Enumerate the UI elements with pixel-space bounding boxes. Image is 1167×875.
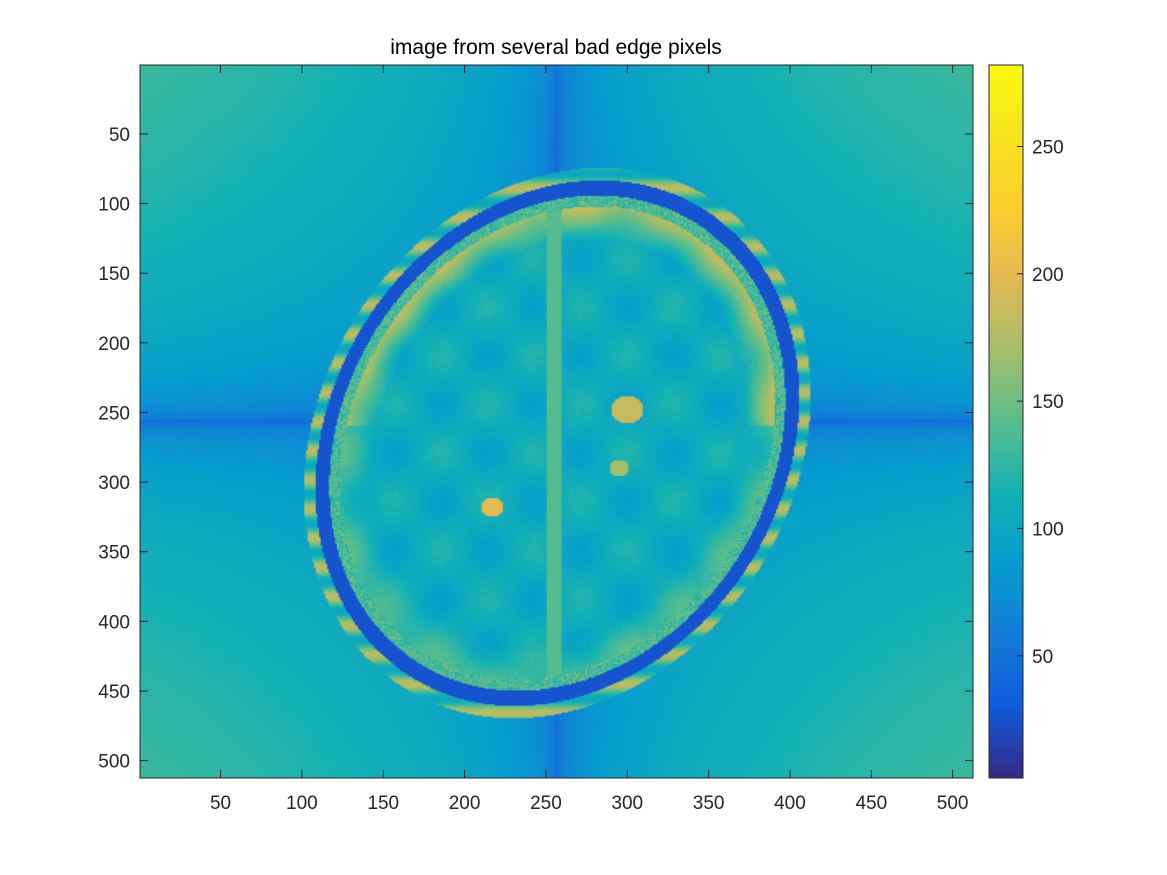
y-tick-label: 50 <box>109 125 130 146</box>
y-tick-label: 100 <box>98 195 130 216</box>
x-tick-label: 150 <box>367 793 399 814</box>
y-tick-label: 150 <box>98 264 130 285</box>
y-axis: 50 100 150 200 250 300 350 400 450 500 <box>98 125 973 773</box>
colorbar-tick-label: 200 <box>1032 265 1064 286</box>
y-tick-label: 450 <box>98 682 130 703</box>
y-tick-label: 250 <box>98 403 130 424</box>
x-tick-label: 400 <box>774 793 806 814</box>
image-plot[interactable]: 50 100 150 200 250 300 350 400 450 500 50 100 150 20… <box>98 64 974 814</box>
heatmap-image <box>140 65 973 778</box>
chart-title: image from several bad edge pixels <box>390 36 722 59</box>
colorbar-gradient <box>989 65 1023 778</box>
colorbar-axis: 50 100 150 200 250 <box>1017 137 1064 668</box>
x-tick-label: 200 <box>449 793 481 814</box>
x-axis: 50 100 150 200 250 300 350 400 450 500 <box>210 65 969 814</box>
y-tick-label: 300 <box>98 473 130 494</box>
y-tick-label: 200 <box>98 334 130 355</box>
y-tick-label: 400 <box>98 612 130 633</box>
x-tick-label: 300 <box>611 793 643 814</box>
colorbar-box <box>988 64 1024 779</box>
x-tick-label: 50 <box>210 793 231 814</box>
x-tick-label: 250 <box>530 793 562 814</box>
x-tick-label: 350 <box>693 793 725 814</box>
colorbar[interactable]: 50 100 150 200 250 <box>988 64 1064 779</box>
colorbar-tick-label: 50 <box>1032 647 1053 668</box>
x-tick-label: 500 <box>937 793 969 814</box>
x-tick-label: 450 <box>855 793 887 814</box>
plot-axes-box <box>139 64 974 779</box>
y-tick-label: 350 <box>98 543 130 564</box>
y-tick-label: 500 <box>98 752 130 773</box>
x-tick-label: 100 <box>286 793 318 814</box>
colorbar-tick-label: 150 <box>1032 392 1064 413</box>
colorbar-tick-label: 250 <box>1032 137 1064 158</box>
colorbar-tick-label: 100 <box>1032 519 1064 540</box>
